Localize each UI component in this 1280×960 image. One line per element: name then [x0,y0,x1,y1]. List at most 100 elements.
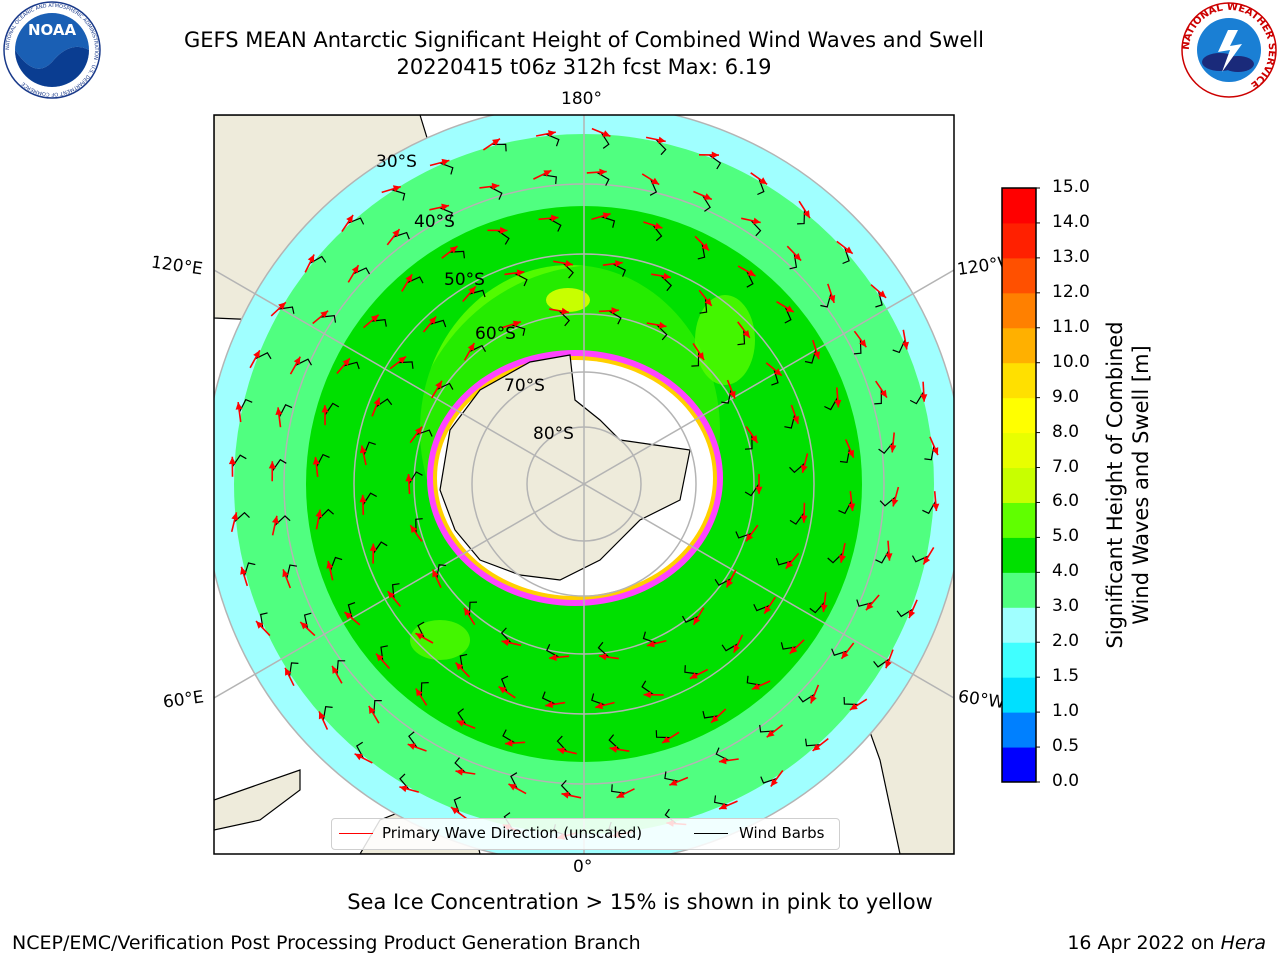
wave-arrow-head [272,515,279,524]
wave-arrow-head [849,703,858,710]
colorbar-tick-label: 8.0 [1052,421,1080,442]
wave-arrow-head [828,294,836,303]
wave-arrow-head [455,662,464,671]
wave-arrow-head [718,757,727,765]
wave-arrow-head [932,503,940,512]
wave-arrow-head [658,321,667,329]
colorbar-tick-label: 7.0 [1052,456,1080,477]
wave-arrow-head [368,706,376,714]
colorbar-segment [1002,222,1036,259]
colorbar-segment [1002,642,1036,678]
legend-barb-line [694,833,728,834]
wave-arrow-head [392,229,400,237]
wave-arrow-head [789,646,798,654]
wave-arrow-head [719,802,728,810]
wave-arrow-head [456,720,465,727]
land-antarctica [439,354,691,581]
wave-arrow-head [616,791,625,798]
wave-arrow-head [615,260,623,267]
wave-arrow-head [800,515,808,523]
wave-arrow-head [599,168,607,176]
wave-arrow-head [512,320,521,328]
wave-arrow-head [885,553,893,561]
colorbar-tick-label: 12.0 [1052,281,1090,302]
wave-arrow-head [602,130,611,137]
legend-wave-label: Primary Wave Direction (unscaled) [382,824,643,842]
colorbar-segment [1002,537,1036,573]
wave-arrow-head [878,290,887,298]
colorbar-tick-label: 11.0 [1052,316,1090,337]
colorbar-segment [1002,747,1036,783]
wave-arrow-head [516,269,525,277]
lat-label-30s: 30°S [376,152,417,172]
wave-arrow-head [902,341,909,350]
colorbar-frame [1001,187,1037,783]
wave-arrow-head [774,368,782,376]
wave-arrow-head [651,177,660,185]
colorbar-segment [1002,432,1036,469]
wave-arrow-head [285,667,292,676]
wave-arrow-head [451,807,459,815]
wave-arrow-head [505,739,513,747]
wave-arrow-head [256,621,264,629]
wave-arrow-head [859,339,867,348]
legend-wave-line [339,833,373,834]
chart-title: GEFS MEAN Antarctic Significant Height o… [183,28,985,52]
wave-arrow-head [565,260,573,267]
colorbar-segment [1002,362,1036,399]
wave-arrow-head [844,246,853,254]
wave-arrow-head [923,556,931,565]
wave-arrow-head [770,778,778,787]
wave-arrow-head [703,193,712,200]
run-date: 16 Apr 2022 on Hera [1067,932,1266,954]
wave-arrow-head [501,639,510,646]
colorbar-tick-label: 1.0 [1052,701,1080,722]
colorbar-segment [1002,572,1036,608]
colorbar-tick-label: 9.0 [1052,386,1080,407]
wave-arrow-head [908,610,916,619]
wave-arrow-head [376,653,384,662]
wave-arrow-head [755,486,763,494]
wave-arrow-head [885,660,892,669]
lat-label-70s: 70°S [504,376,545,396]
colorbar-tick-label: 0.0 [1052,771,1080,791]
colorbar-tick-label: 14.0 [1052,211,1090,232]
wave-arrow-head [235,402,243,410]
wave-arrow-head [282,569,289,578]
lat-label-40s: 40°S [414,212,455,232]
wave-arrow-head [268,461,276,469]
wave-arrow-head [492,138,500,146]
wave-arrow-head [747,269,756,276]
wave-arrow-head [405,474,413,482]
wave-arrow-head [432,569,439,578]
wave-arrow-head [441,158,450,166]
wave-arrow-head [693,616,701,625]
wave-arrow-head [595,702,604,710]
wave-arrow-head [759,177,768,185]
wave-arrow-head [351,265,359,274]
wave-arrow-head [701,243,710,251]
wave-arrow-head [841,651,849,659]
colorbar-segment [1002,677,1036,713]
wave-arrow-head [689,672,698,679]
wave-arrow-head [342,358,350,366]
wave-arrow-head [880,389,887,398]
colorbar-tick-label: 13.0 [1052,246,1090,267]
wave-arrow-head [669,779,678,786]
wave-arrow-head [300,622,308,630]
colorbar-tick-label: 4.0 [1052,561,1080,582]
wave-arrow-head [231,512,239,521]
run-date-text: 16 Apr 2022 on [1067,932,1221,954]
lon-label-top: 180° [561,89,602,109]
wave-arrow-head [326,560,334,569]
wave-arrow-head [508,784,517,791]
wave-arrow-head [359,494,367,503]
wave-arrow-head [746,533,754,542]
colorbar-title-line1: Significant Height of Combined [1103,321,1127,649]
wave-arrow-head [467,343,475,351]
wave-arrow-head [344,612,353,620]
wave-arrow-head [839,555,846,563]
wave-arrow-head [498,686,507,694]
run-host: Hera [1220,932,1266,954]
